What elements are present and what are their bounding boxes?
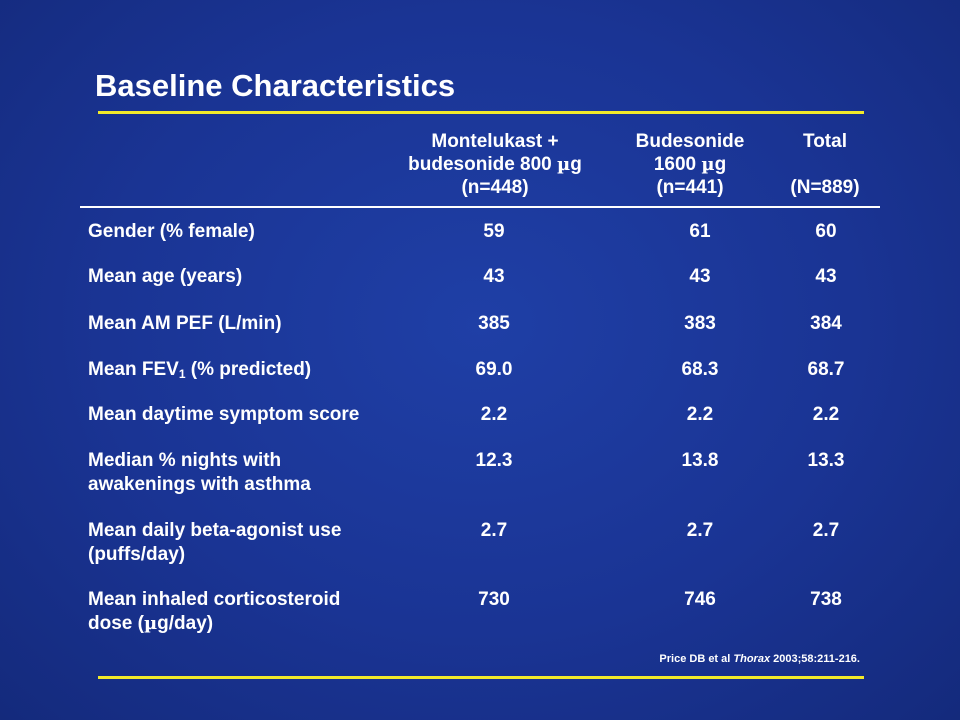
citation: Price DB et al Thorax 2003;58:211-216. bbox=[659, 653, 860, 665]
column-header-montelukast: Montelukast + budesonide 800 µg (n=448) bbox=[408, 131, 582, 198]
slide-title: Baseline Characteristics bbox=[95, 68, 456, 103]
bottom-divider bbox=[98, 676, 864, 679]
top-divider bbox=[98, 111, 864, 114]
column-header-total: Total (N=889) bbox=[790, 131, 860, 198]
column-header-budesonide: Budesonide 1600 µg (n=441) bbox=[635, 131, 745, 198]
header-divider bbox=[80, 206, 880, 208]
